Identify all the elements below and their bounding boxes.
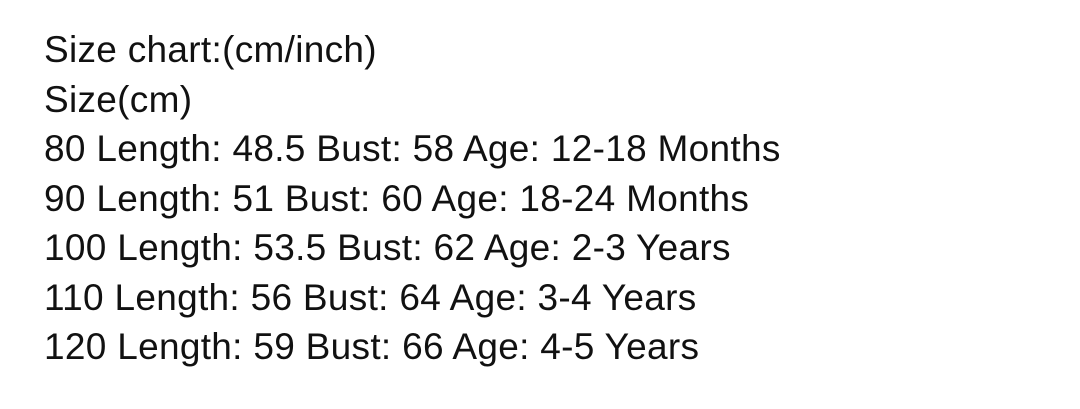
size-chart-title: Size chart:(cm/inch) — [44, 29, 377, 70]
size-row: 120 Length: 59 Bust: 66 Age: 4-5 Years — [44, 326, 700, 367]
size-row: 90 Length: 51 Bust: 60 Age: 18-24 Months — [44, 177, 750, 219]
size-row: 110 Length: 56 Bust: 64 Age: 3-4 Years — [44, 276, 697, 318]
size-row: 80 Length: 48.5 Bust: 58 Age: 12-18 Mont… — [44, 128, 781, 169]
size-row: 100 Length: 53.5 Bust: 62 Age: 2-3 Years — [44, 227, 731, 268]
size-chart-document: Size chart:(cm/inch) Size(cm) 80 Length:… — [44, 25, 781, 372]
size-unit-label: Size(cm) — [44, 78, 193, 120]
